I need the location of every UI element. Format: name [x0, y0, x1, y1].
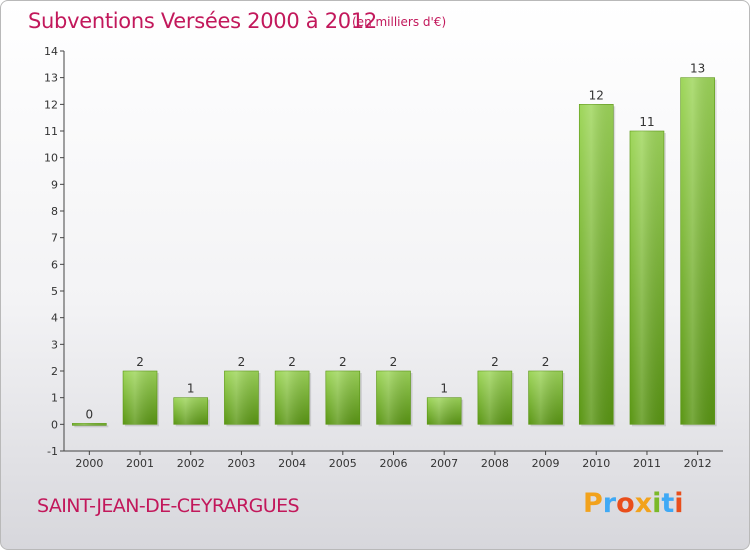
y-tick-label: 0 [51, 418, 58, 431]
y-tick-label: 14 [44, 45, 58, 58]
bar-highlight [427, 397, 462, 425]
proxiti-logo: Proxiti [583, 488, 684, 519]
x-tick-label: 2011 [633, 457, 661, 470]
data-label: 2 [542, 355, 550, 369]
bar-highlight [275, 371, 310, 425]
x-tick-label: 2010 [582, 457, 610, 470]
x-tick-label: 2009 [532, 457, 560, 470]
y-tick-label: 2 [51, 365, 58, 378]
x-tick-label: 2004 [278, 457, 306, 470]
y-tick-label: 12 [44, 98, 58, 111]
y-tick-label: 6 [51, 258, 58, 271]
x-tick-label: 2012 [684, 457, 712, 470]
bar-shadow [74, 425, 109, 428]
data-label: 1 [187, 382, 195, 396]
bar-highlight [325, 371, 360, 425]
y-tick-label: 7 [51, 232, 58, 245]
logo-letter: o [616, 488, 635, 519]
x-tick-label: 2003 [227, 457, 255, 470]
data-label: 13 [690, 62, 705, 76]
logo-letter: P [583, 488, 603, 519]
x-tick-label: 2005 [329, 457, 357, 470]
logo-letter: i [674, 488, 684, 519]
x-tick-label: 2001 [126, 457, 154, 470]
data-label: 2 [238, 355, 246, 369]
y-tick-label: 13 [44, 72, 58, 85]
data-label: 1 [440, 382, 448, 396]
y-tick-label: 5 [51, 285, 58, 298]
bar-highlight [579, 104, 614, 425]
data-label: 12 [589, 88, 604, 102]
y-tick-label: 9 [51, 178, 58, 191]
logo-letter: t [661, 488, 675, 519]
data-label: 2 [288, 355, 296, 369]
bar-highlight [376, 371, 411, 425]
bar-highlight [123, 371, 158, 425]
y-tick-label: 1 [51, 392, 58, 405]
y-tick-label: 4 [51, 312, 58, 325]
y-tick-label: -1 [47, 445, 58, 458]
x-axis: 2000 2001 2002 2003 2004 2005 2006 2007 2008 2009… [75, 451, 712, 470]
chart-subtitle: (en milliers d'€) [352, 15, 447, 29]
y-tick-label: 10 [44, 152, 58, 165]
data-label: 11 [639, 115, 654, 129]
data-label: 2 [339, 355, 347, 369]
bar-highlight [629, 131, 664, 425]
x-tick-label: 2008 [481, 457, 509, 470]
y-tick-label: 3 [51, 338, 58, 351]
logo-letter: i [652, 488, 662, 519]
data-label: 0 [86, 407, 94, 421]
chart-title: Subventions Versées 2000 à 2012 [28, 9, 377, 33]
bar-highlight [680, 77, 715, 425]
commune-name: SAINT-JEAN-DE-CEYRARGUES [37, 495, 300, 517]
y-tick-label: 11 [44, 125, 58, 138]
data-label: 2 [491, 355, 499, 369]
bar-highlight [72, 423, 107, 426]
logo-letter: r [602, 488, 617, 519]
x-tick-label: 2002 [177, 457, 205, 470]
x-tick-label: 2000 [75, 457, 103, 470]
bar-highlight [224, 371, 259, 425]
bar-highlight [173, 397, 208, 425]
data-label: 2 [390, 355, 398, 369]
data-label: 2 [136, 355, 144, 369]
bar-highlight [477, 371, 512, 425]
x-tick-label: 2006 [380, 457, 408, 470]
y-tick-label: 8 [51, 205, 58, 218]
logo-letter: x [634, 488, 653, 519]
bar-highlight [528, 371, 563, 425]
x-tick-label: 2007 [430, 457, 458, 470]
